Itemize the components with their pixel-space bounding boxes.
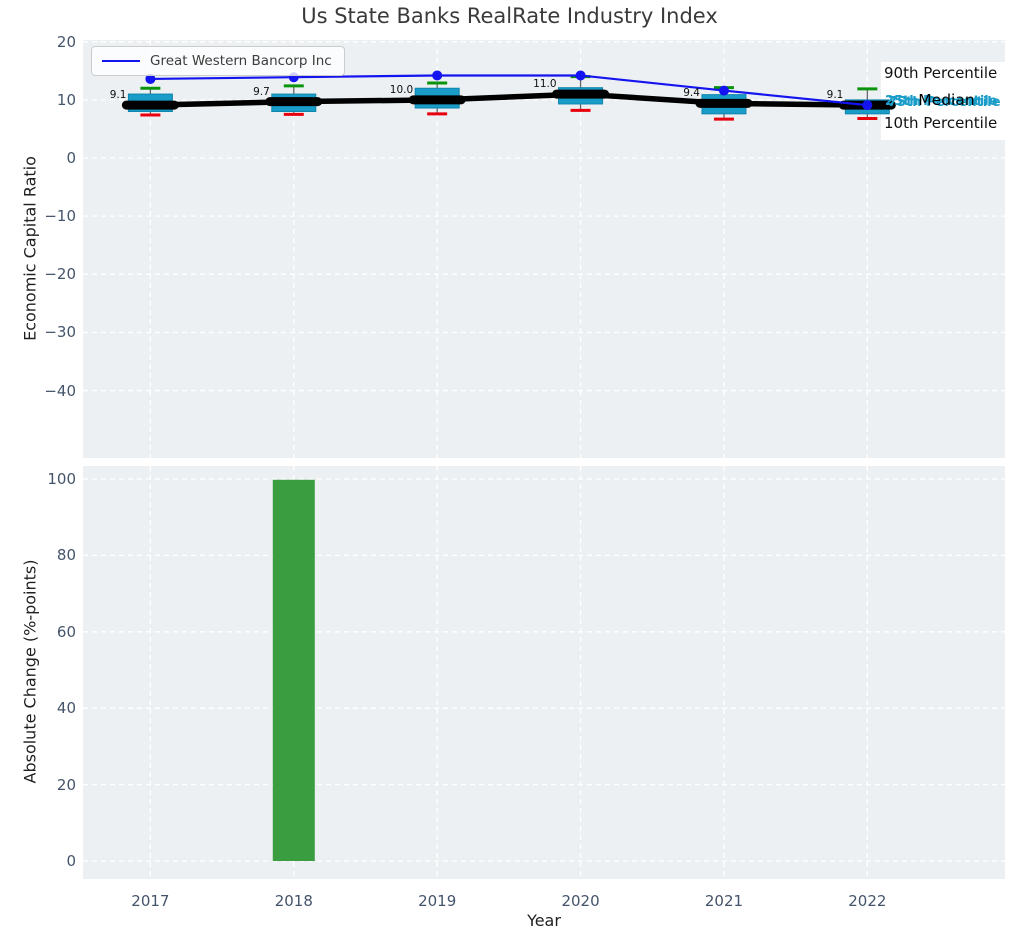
percentile-labels: 90th Percentile 25th Percentile 75th Per… [881,62,1012,140]
legend-line-sample [102,60,140,62]
bottom-ytick-80: 80 [56,546,76,565]
p10-label: 10th Percentile [884,114,998,132]
top-ytick--10: −10 [44,207,76,226]
bottom-y-axis-label: Absolute Change (%-points) [20,559,40,784]
xtick-2017: 2017 [131,892,170,910]
median-label: Median [918,91,975,109]
p25-label: 25th Percentile [885,94,998,109]
xtick-2019: 2019 [418,892,457,910]
bottom-plot-area [83,466,1005,879]
top-ytick-0: 0 [66,149,76,168]
top-ytick--20: −20 [44,265,76,284]
xtick-2021: 2021 [704,892,744,910]
median-value-2019: 10.0 [389,83,414,96]
median-value-2021: 9.4 [683,87,700,100]
top-ytick--30: −30 [44,323,76,342]
legend-label: Great Western Bancorp Inc [150,53,332,69]
bottom-ytick-0: 0 [66,852,76,871]
median-value-2018: 9.7 [253,85,270,98]
bottom-ytick-40: 40 [56,699,76,718]
top-plot-area [83,40,1005,458]
bottom-ytick-60: 60 [56,622,76,641]
xtick-2018: 2018 [274,892,313,910]
xtick-2020: 2020 [561,892,600,910]
median-value-2020: 11.0 [533,78,557,91]
legend: Great Western Bancorp Inc [91,46,345,76]
chart-title: Us State Banks RealRate Industry Index [301,4,718,28]
top-ytick--40: −40 [44,381,76,400]
median-value-2017: 9.1 [109,89,127,102]
top-ytick-20: 20 [56,32,76,51]
top-ytick-10: 10 [56,90,76,109]
xtick-2022: 2022 [848,892,887,910]
median-value-2022: 9.1 [826,89,844,102]
bottom-ytick-100: 100 [47,469,76,488]
bottom-ytick-20: 20 [56,775,76,794]
percentile-label-backdrop [881,62,1012,140]
p90-label: 90th Percentile [884,64,998,82]
p75-label: 75th Percentile [888,95,1001,110]
x-axis-label: Year [527,911,561,930]
